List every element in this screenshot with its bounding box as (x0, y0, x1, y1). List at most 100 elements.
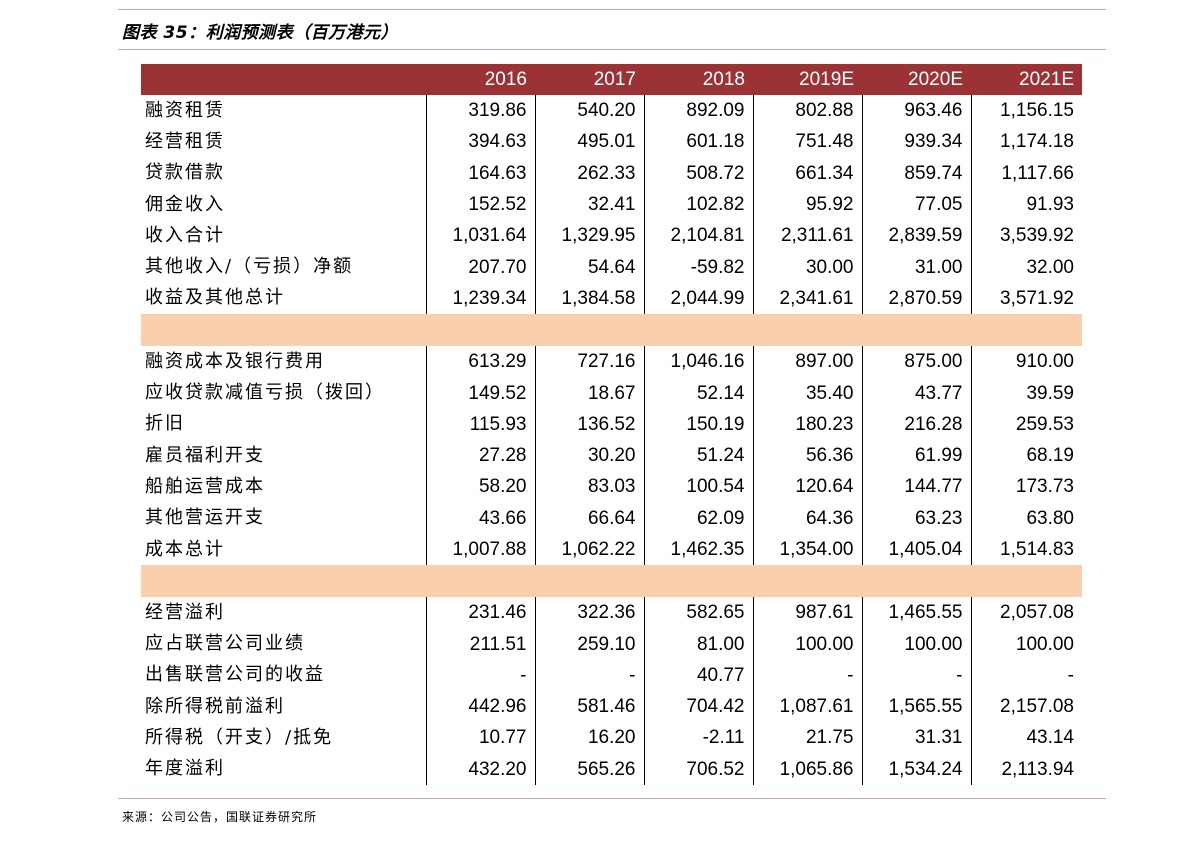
table-row: 雇员福利开支 27.28 30.20 51.24 56.36 61.99 68.19 (141, 439, 1082, 472)
value-cell: 1,046.16 (643, 346, 753, 378)
value-cell: 2,311.61 (752, 220, 862, 252)
value-cell: 63.23 (861, 502, 971, 534)
value-cell: 62.09 (643, 502, 753, 534)
header-year-2020e: 2020E (862, 64, 971, 95)
section-separator (141, 565, 1082, 598)
title-rule (118, 49, 1106, 50)
value-cell: 802.88 (752, 95, 862, 127)
value-cell: 1,354.00 (752, 533, 862, 566)
value-cell: 442.96 (425, 691, 535, 723)
row-label: 所得税（开支）/抵免 (145, 726, 334, 748)
value-cell: 1,031.64 (425, 220, 535, 252)
table-row: 折旧 115.93 136.52 150.19 180.23 216.28 259.53 (141, 408, 1082, 440)
value-cell: 319.86 (425, 95, 535, 127)
value-cell: 39.59 (970, 377, 1082, 409)
value-cell: 144.77 (861, 471, 971, 503)
value-cell: 322.36 (534, 597, 644, 629)
table-row: 应占联营公司业绩 211.51 259.10 81.00 100.00 100.00 100… (141, 628, 1082, 660)
value-cell: 207.70 (425, 251, 535, 283)
value-cell: -2.11 (643, 722, 753, 754)
value-cell: 892.09 (643, 95, 753, 127)
value-cell: 582.65 (643, 597, 753, 629)
row-label: 其他营运开支 (145, 507, 265, 529)
value-cell: 43.77 (861, 377, 971, 409)
value-cell: 180.23 (752, 408, 862, 440)
section-separator (141, 314, 1082, 347)
value-cell: 3,539.92 (970, 220, 1082, 252)
header-year-2016: 2016 (426, 64, 535, 95)
value-cell: 897.00 (752, 346, 862, 378)
value-cell: 987.61 (752, 597, 862, 629)
value-cell: 43.14 (970, 722, 1082, 754)
value-cell: 432.20 (425, 753, 535, 785)
value-cell: 2,839.59 (861, 220, 971, 252)
value-cell: 21.75 (752, 722, 862, 754)
table-row: 佣金收入 152.52 32.41 102.82 95.92 77.05 91.93 (141, 188, 1082, 221)
value-cell: 83.03 (534, 471, 644, 503)
table-row: 融资成本及银行费用 613.29 727.16 1,046.16 897.00 875.0… (141, 346, 1082, 378)
value-cell: 259.10 (534, 628, 644, 660)
value-cell: 259.53 (970, 408, 1082, 440)
value-cell: 43.66 (425, 502, 535, 534)
source-note: 来源：公司公告，国联证券研究所 (122, 810, 318, 824)
row-label: 成本总计 (145, 538, 225, 560)
row-label: 贷款借款 (145, 162, 225, 184)
table-row: 所得税（开支）/抵免 10.77 16.20 -2.11 21.75 31.31 43.14 (141, 722, 1082, 754)
value-cell: 2,870.59 (861, 282, 971, 315)
value-cell: 1,465.55 (861, 597, 971, 629)
value-cell: 31.00 (861, 251, 971, 283)
value-cell: 2,104.81 (643, 220, 753, 252)
value-cell: 394.63 (425, 126, 535, 158)
table-row: 贷款借款 164.63 262.33 508.72 661.34 859.74 1,117.… (141, 157, 1082, 189)
value-cell: 216.28 (861, 408, 971, 440)
value-cell: - (534, 659, 644, 692)
value-cell: 40.77 (643, 659, 753, 692)
value-cell: 77.05 (861, 188, 971, 221)
value-cell: 27.28 (425, 439, 535, 472)
value-cell: 152.52 (425, 188, 535, 221)
row-label: 融资成本及银行费用 (145, 350, 325, 372)
row-label: 应占联营公司业绩 (145, 633, 305, 655)
row-label: 折旧 (145, 413, 185, 435)
table-row: 收益及其他总计 1,239.34 1,384.58 2,044.99 2,341.61 2… (141, 282, 1082, 315)
row-label: 除所得税前溢利 (145, 695, 285, 717)
header-year-2019e: 2019E (753, 64, 862, 95)
value-cell: 16.20 (534, 722, 644, 754)
value-cell: 1,329.95 (534, 220, 644, 252)
value-cell: 2,113.94 (970, 753, 1082, 785)
value-cell: 1,065.86 (752, 753, 862, 785)
value-cell: 64.36 (752, 502, 862, 534)
row-label: 经营租赁 (145, 130, 225, 152)
value-cell: 149.52 (425, 377, 535, 409)
value-cell: 910.00 (970, 346, 1082, 378)
value-cell: 2,341.61 (752, 282, 862, 315)
value-cell: 1,534.24 (861, 753, 971, 785)
table-row: 其他收入/（亏损）净额 207.70 54.64 -59.82 30.00 31.00 32… (141, 251, 1082, 283)
value-cell: 1,007.88 (425, 533, 535, 566)
value-cell: 1,174.18 (970, 126, 1082, 158)
separator-band (141, 565, 1082, 598)
value-cell: 102.82 (643, 188, 753, 221)
row-label: 融资租赁 (145, 99, 225, 121)
value-cell: 508.72 (643, 157, 753, 189)
value-cell: 81.00 (643, 628, 753, 660)
value-cell: 66.64 (534, 502, 644, 534)
value-cell: 100.54 (643, 471, 753, 503)
table-row: 经营溢利 231.46 322.36 582.65 987.61 1,465.55 2,05… (141, 597, 1082, 629)
value-cell: 540.20 (534, 95, 644, 127)
row-label: 收益及其他总计 (145, 287, 285, 309)
value-cell: - (752, 659, 862, 692)
value-cell: 173.73 (970, 471, 1082, 503)
value-cell: 32.00 (970, 251, 1082, 283)
value-cell: 30.20 (534, 439, 644, 472)
table-row: 出售联营公司的收益 - -40.77- - - (141, 659, 1082, 692)
value-cell: 661.34 (752, 157, 862, 189)
value-cell: 875.00 (861, 346, 971, 378)
value-cell: 1,384.58 (534, 282, 644, 315)
value-cell: 1,156.15 (970, 95, 1082, 127)
row-label: 出售联营公司的收益 (145, 664, 325, 686)
separator-band (141, 314, 1082, 347)
value-cell: 1,239.34 (425, 282, 535, 315)
header-year-2017: 2017 (535, 64, 644, 95)
value-cell: 54.64 (534, 251, 644, 283)
